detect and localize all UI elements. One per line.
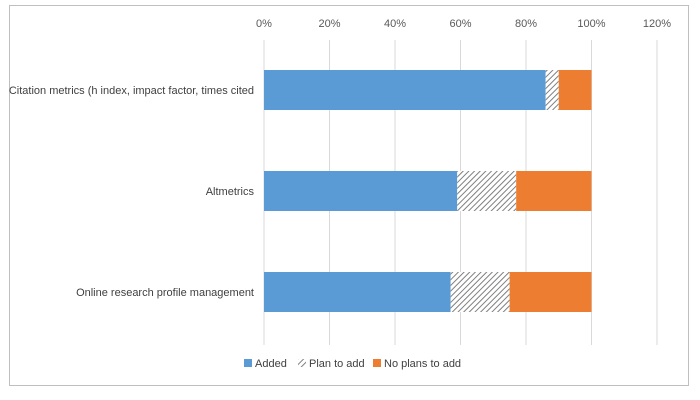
- bar-no-plans-to-add-1: [558, 70, 592, 110]
- bar-no-plans-to-add-2: [516, 171, 592, 211]
- x-axis-tick-labels: 0% 20% 40% 60% 80% 100% 120%: [256, 18, 671, 30]
- bars: [264, 70, 592, 312]
- legend: Added Plan to add No plans to add: [244, 358, 461, 370]
- x-tick-label: 60%: [449, 18, 471, 30]
- bar-added-2: [264, 171, 458, 211]
- x-tick-label: 20%: [318, 18, 340, 30]
- category-label: Online research profile management: [76, 287, 254, 299]
- bar-plan-to-add-1: [545, 70, 559, 110]
- x-tick-label: 80%: [515, 18, 537, 30]
- bar-added-1: [264, 70, 546, 110]
- legend-swatch: [373, 359, 381, 367]
- legend-label: Added: [255, 358, 287, 370]
- bar-plan-to-add-3: [450, 272, 510, 312]
- bar-plan-to-add-2: [457, 171, 517, 211]
- x-tick-label: 40%: [384, 18, 406, 30]
- x-tick-label: 100%: [577, 18, 605, 30]
- category-labels: Citation metrics (h index, impact factor…: [9, 85, 255, 299]
- bar-no-plans-to-add-3: [509, 272, 592, 312]
- legend-swatch: [298, 359, 306, 367]
- category-label: Altmetrics: [206, 186, 255, 198]
- category-label: Citation metrics (h index, impact factor…: [9, 85, 254, 97]
- legend-swatch: [244, 359, 252, 367]
- x-tick-label: 120%: [643, 18, 671, 30]
- legend-label: No plans to add: [384, 358, 461, 370]
- x-tick-label: 0%: [256, 18, 272, 30]
- legend-label: Plan to add: [309, 358, 365, 370]
- bar-added-3: [264, 272, 451, 312]
